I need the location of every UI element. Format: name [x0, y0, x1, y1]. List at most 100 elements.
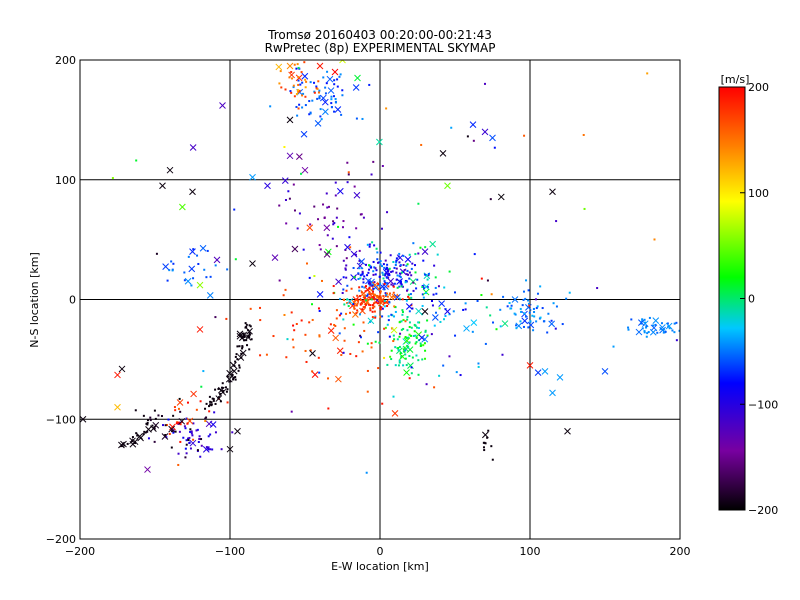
- chart-title: Tromsø 20160403 00:20:00-00:21:43: [268, 28, 492, 42]
- data-point: [340, 312, 343, 315]
- data-point: [380, 299, 383, 302]
- data-point-cross: [264, 182, 271, 190]
- data-point: [318, 244, 321, 247]
- data-point: [379, 260, 382, 263]
- data-point: [522, 325, 525, 328]
- data-point: [320, 118, 323, 121]
- data-point: [322, 203, 325, 206]
- data-point: [410, 326, 413, 329]
- data-point: [404, 353, 407, 356]
- data-point: [499, 308, 502, 311]
- data-point: [289, 90, 292, 93]
- data-point: [360, 291, 363, 294]
- data-point: [392, 284, 395, 287]
- data-point: [236, 358, 239, 361]
- data-point: [286, 338, 289, 341]
- data-point: [186, 437, 189, 440]
- data-point: [398, 321, 401, 324]
- data-point: [335, 309, 338, 312]
- data-point: [370, 346, 373, 349]
- data-point: [685, 328, 687, 330]
- data-point: [334, 324, 337, 327]
- data-point: [495, 328, 498, 331]
- data-point: [513, 312, 516, 315]
- data-point: [402, 364, 405, 367]
- data-point: [323, 216, 326, 219]
- data-point: [336, 207, 339, 210]
- data-point: [408, 321, 411, 324]
- data-point: [359, 277, 362, 280]
- data-point: [422, 287, 425, 290]
- data-point: [280, 86, 283, 89]
- data-point: [373, 310, 376, 313]
- data-point: [395, 278, 398, 281]
- data-point: [368, 245, 371, 248]
- data-point: [185, 452, 188, 455]
- data-point: [328, 205, 331, 208]
- data-point: [187, 255, 190, 258]
- data-point: [362, 278, 365, 281]
- data-point: [411, 356, 414, 359]
- data-point: [371, 298, 374, 301]
- data-point: [318, 335, 321, 338]
- data-point: [529, 320, 532, 323]
- data-point: [172, 414, 175, 417]
- data-point: [486, 436, 489, 439]
- data-point: [333, 110, 336, 113]
- data-point: [388, 272, 391, 275]
- data-point: [462, 308, 465, 311]
- data-point: [411, 307, 414, 310]
- data-point: [384, 272, 387, 275]
- chart-subtitle: RwPretec (8p) EXPERIMENTAL SKYMAP: [264, 41, 496, 55]
- data-point: [296, 114, 299, 117]
- data-point: [234, 378, 237, 381]
- data-point: [423, 273, 426, 276]
- data-point: [189, 447, 192, 450]
- data-point: [437, 285, 440, 288]
- data-point: [455, 371, 458, 374]
- data-point: [44, 111, 46, 113]
- data-point-cross: [541, 367, 549, 375]
- data-point-cross: [525, 304, 532, 311]
- data-point: [332, 292, 335, 295]
- data-point: [414, 253, 417, 256]
- data-point: [535, 320, 538, 323]
- data-point: [365, 302, 368, 305]
- data-point: [355, 117, 358, 120]
- data-point: [238, 364, 241, 367]
- data-point: [259, 319, 262, 322]
- data-point: [539, 285, 542, 288]
- data-point: [370, 173, 373, 176]
- data-point: [349, 311, 352, 314]
- data-point: [343, 339, 346, 342]
- data-point: [405, 299, 408, 302]
- data-point: [309, 349, 312, 352]
- data-point: [374, 273, 377, 276]
- data-point: [326, 234, 329, 237]
- data-point: [405, 289, 408, 292]
- data-point: [417, 202, 420, 205]
- data-point: [366, 274, 369, 277]
- data-point: [359, 334, 362, 337]
- data-point: [453, 291, 456, 294]
- data-point: [196, 254, 199, 257]
- colorbar-tick-label: −200: [748, 504, 778, 517]
- data-point: [238, 345, 241, 348]
- data-point: [342, 288, 345, 291]
- data-point: [367, 271, 370, 274]
- data-point: [291, 77, 294, 80]
- data-point: [308, 100, 311, 103]
- data-point: [371, 310, 374, 313]
- data-point-cross: [549, 188, 556, 196]
- data-point: [339, 73, 342, 76]
- data-point: [431, 304, 434, 307]
- data-point: [298, 89, 301, 92]
- data-point: [347, 173, 350, 176]
- data-point-cross: [470, 319, 478, 326]
- data-point: [374, 316, 377, 319]
- data-point: [338, 75, 341, 78]
- data-point: [408, 253, 411, 256]
- data-point-cross: [296, 153, 303, 160]
- data-point: [664, 330, 667, 333]
